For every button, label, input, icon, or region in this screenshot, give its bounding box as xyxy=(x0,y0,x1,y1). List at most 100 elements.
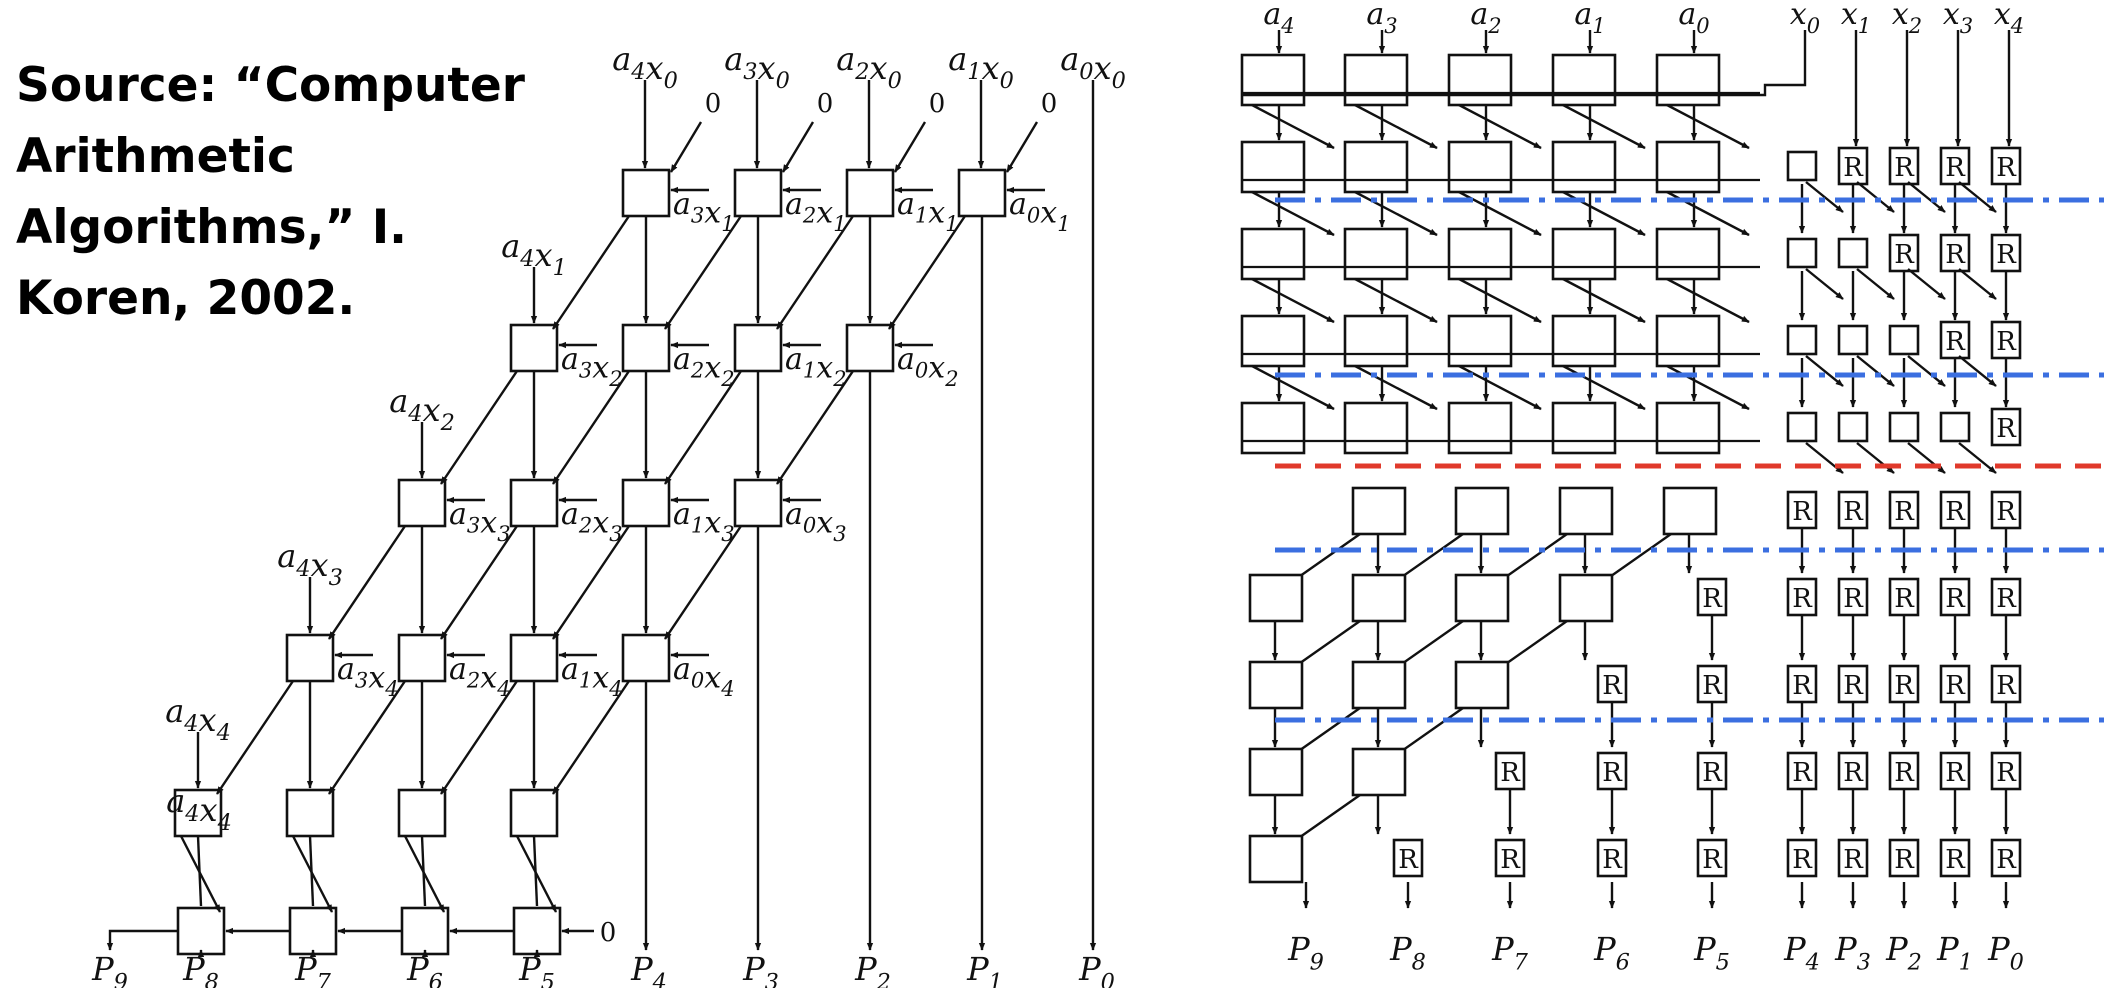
x-diag-wire xyxy=(1805,355,1844,387)
x-input-label: x0 xyxy=(1790,0,1820,38)
carry-wire xyxy=(328,525,406,640)
x-input-label: x3 xyxy=(1943,0,1973,38)
pipeline-register xyxy=(1888,490,1920,530)
register-label: R xyxy=(1602,671,1623,701)
side-input-label: a3x1 xyxy=(673,187,735,236)
carry-wire xyxy=(664,370,742,485)
output-label: P8 xyxy=(182,950,219,988)
delay-cell xyxy=(1786,237,1818,269)
zero-carry-wire xyxy=(669,121,703,173)
multiplier-cell xyxy=(1655,140,1721,194)
multiplier-cell xyxy=(1240,227,1306,281)
carry-wire xyxy=(1395,707,1464,756)
carry-wire xyxy=(552,215,630,330)
pipeline-register xyxy=(1990,490,2022,530)
side-input-label: a1x1 xyxy=(897,187,959,236)
pipeline-register xyxy=(1939,490,1971,530)
x-input-label: x1 xyxy=(1841,0,1871,38)
carry-wire xyxy=(1292,794,1361,843)
multiplier-cell xyxy=(1343,227,1409,281)
x-diag-wire xyxy=(1907,181,1946,213)
register-label: R xyxy=(1843,845,1864,875)
adder-cell xyxy=(1454,486,1510,536)
delay-cell xyxy=(1786,150,1818,182)
adder-cell xyxy=(509,633,559,683)
cpa-cell xyxy=(288,906,338,956)
side-input-label: a0x1 xyxy=(1009,187,1071,236)
row-input-label: a4x1 xyxy=(501,227,567,281)
output-label: P1 xyxy=(966,950,1003,988)
pipelined-array-multiplier: a4 a3 a2 a1 a0 x0 x1 x2 x3 x4R R R RR R RR RRR R R R RR R R R R… xyxy=(1240,0,2104,976)
carry-wire xyxy=(1395,533,1464,582)
carry-wire xyxy=(776,215,854,330)
pipeline-register xyxy=(1392,838,1424,878)
partial-sum-wire xyxy=(1562,277,1646,324)
carry-wire xyxy=(1292,620,1361,669)
output-label: P7 xyxy=(1491,930,1529,976)
adder-cell xyxy=(397,478,447,528)
cpa-cell xyxy=(512,906,562,956)
carry-wire xyxy=(1603,533,1672,582)
multiplier-cell xyxy=(1447,53,1513,107)
adder-cell xyxy=(733,478,783,528)
partial-sum-wire xyxy=(1666,103,1750,150)
register-label: R xyxy=(1792,497,1813,527)
input-label: a1x0 xyxy=(948,40,1014,94)
pipeline-register xyxy=(1939,146,1971,186)
pipeline-register xyxy=(1596,838,1628,878)
output-label: P5 xyxy=(1693,930,1730,976)
a-input-label: a0 xyxy=(1678,0,1709,38)
register-label: R xyxy=(1996,497,2017,527)
source-line-2: Arithmetic xyxy=(16,129,295,184)
input-label: a4x0 xyxy=(612,40,678,94)
register-label: R xyxy=(1843,153,1864,183)
zero-carry-wire xyxy=(893,121,927,173)
register-label: R xyxy=(1996,671,2017,701)
carry-wire xyxy=(888,215,966,330)
a-input-label: a2 xyxy=(1470,0,1501,38)
register-label: R xyxy=(1996,153,2017,183)
partial-sum-wire xyxy=(1562,103,1646,150)
adder-cell xyxy=(1454,573,1510,623)
side-input-label: a1x2 xyxy=(785,342,847,391)
multiplier-cell xyxy=(1240,314,1306,368)
pipeline-register xyxy=(1696,838,1728,878)
multiplier-cell xyxy=(1447,140,1513,194)
pipeline-register xyxy=(1990,407,2022,447)
partial-sum-wire xyxy=(1251,277,1335,324)
register-label: R xyxy=(1894,845,1915,875)
carry-wire xyxy=(552,680,630,795)
x-diag-wire xyxy=(1805,268,1844,300)
output-label: P0 xyxy=(1078,950,1115,988)
multiplier-cell xyxy=(1240,401,1306,455)
zero-carry-wire xyxy=(1005,121,1039,173)
delay-cell xyxy=(1888,324,1920,356)
pipeline-register xyxy=(1837,146,1869,186)
adder-cell xyxy=(1248,660,1304,710)
adder-cell xyxy=(621,168,671,218)
multiplier-cell xyxy=(1343,401,1409,455)
side-input-label: a2x4 xyxy=(449,652,511,701)
x-diag-wire xyxy=(1907,355,1946,387)
register-label: R xyxy=(1945,240,1966,270)
output-label: P0 xyxy=(1987,930,2024,976)
output-label: P2 xyxy=(854,950,891,988)
pipeline-register xyxy=(1990,838,2022,878)
adder-cell xyxy=(1248,747,1304,797)
partial-sum-wire xyxy=(1666,277,1750,324)
adder-cell xyxy=(1662,486,1718,536)
output-label: P6 xyxy=(1593,930,1630,976)
register-label: R xyxy=(1894,153,1915,183)
carry-wire xyxy=(291,835,334,913)
adder-cell xyxy=(1351,660,1407,710)
partial-sum-wire xyxy=(1251,190,1335,237)
pipeline-register xyxy=(1990,320,2022,360)
pipeline-register xyxy=(1696,664,1728,704)
adder-cell xyxy=(509,323,559,373)
register-label: R xyxy=(1894,497,1915,527)
zero-label: 0 xyxy=(600,918,617,948)
register-label: R xyxy=(1996,240,2017,270)
adder-cell xyxy=(509,478,559,528)
multiplier-cell xyxy=(1551,227,1617,281)
